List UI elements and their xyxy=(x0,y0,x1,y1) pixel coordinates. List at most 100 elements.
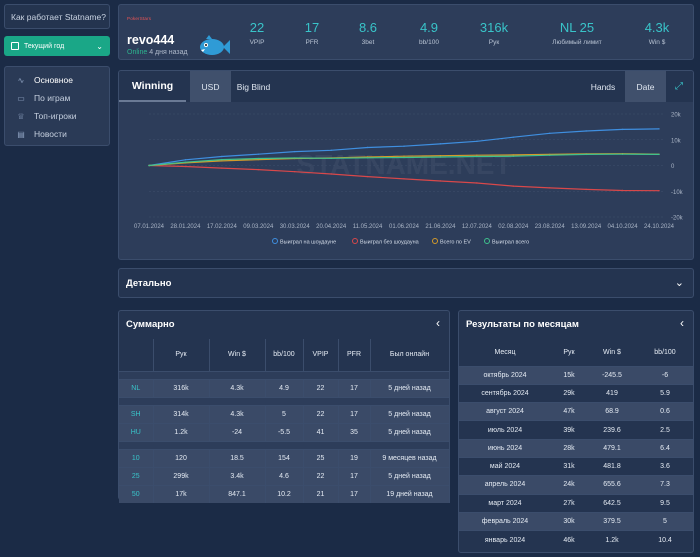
table-row[interactable]: сентябрь 2024 29k 419 5.9 xyxy=(459,383,693,403)
legend-marker xyxy=(432,238,438,244)
last-seen: 4 дня назад xyxy=(149,49,188,56)
monthly-results-table: Месяц Рук Win $ bb/100 октябрь 2024 15k -245.… xyxy=(459,339,693,549)
data-point xyxy=(658,190,660,192)
group-spacer xyxy=(119,440,449,449)
stat-value: 17 xyxy=(304,20,320,35)
x-tick-label: 17.02.2024 xyxy=(207,224,238,230)
data-point xyxy=(439,155,442,157)
column-header: bb/100 xyxy=(637,339,693,366)
period-select[interactable]: Текущий год ⌄ xyxy=(4,36,110,56)
data-point xyxy=(476,140,478,142)
table-row[interactable]: NL 316k 4.3k 4.9 22 17 5 дней назад xyxy=(119,378,450,397)
column-header xyxy=(119,339,154,371)
data-point xyxy=(184,165,187,168)
sidebar-item-main[interactable]: ∿ Основное xyxy=(5,71,109,89)
table-cell: 27k xyxy=(551,493,587,513)
chevron-left-icon[interactable]: ‹ xyxy=(436,316,440,330)
table-cell: апрель 2024 xyxy=(459,475,551,495)
table-cell: 419 xyxy=(587,383,637,403)
y-tick-label: -10k xyxy=(671,190,684,196)
limit-cell: HU xyxy=(119,422,154,441)
table-cell: 35 xyxy=(338,422,371,441)
sidebar-item-news[interactable]: ▤ Новости xyxy=(5,125,109,143)
table-cell: 29k xyxy=(551,383,587,403)
chevron-down-icon[interactable]: ⌄ xyxy=(674,277,684,289)
data-point xyxy=(330,149,332,152)
table-row[interactable]: 50 17k 847.1 10.2 21 17 19 дней назад xyxy=(119,484,450,503)
table-cell: 17 xyxy=(338,378,371,397)
data-point xyxy=(148,164,150,167)
tab-big-blind[interactable]: Big Blind xyxy=(236,81,271,92)
tab-hands[interactable]: Hands xyxy=(590,81,616,92)
chart-tabs: Winning USD Big Blind Hands Date ⤢ xyxy=(119,71,693,102)
group-spacer xyxy=(119,370,449,379)
table-cell: 314k xyxy=(153,404,210,423)
x-tick-label: 24.10.2024 xyxy=(644,224,675,230)
table-row[interactable]: март 2024 27k 642.5 9.5 xyxy=(459,493,693,513)
tab-usd[interactable]: USD xyxy=(190,71,231,102)
tab-date[interactable]: Date xyxy=(625,71,666,102)
group-spacer xyxy=(119,396,449,405)
data-point xyxy=(330,173,332,175)
tab-winning[interactable]: Winning xyxy=(119,71,186,102)
sidebar-item-games[interactable]: ▭ По играм xyxy=(5,89,109,107)
data-point xyxy=(585,188,587,191)
summary-table: Рук Win $ bb/100 VPIP PFR Был онлайн NL 316k 4.… xyxy=(119,339,450,503)
x-tick-label: 12.07.2024 xyxy=(462,224,493,230)
table-row[interactable]: октябрь 2024 15k -245.5 -6 xyxy=(459,365,693,385)
table-cell: -245.5 xyxy=(587,365,637,385)
y-tick-label: 20k xyxy=(671,113,682,119)
stat-label: Любимый лимит xyxy=(552,39,602,46)
table-row[interactable]: июнь 2024 28k 479.1 6.4 xyxy=(459,438,693,458)
table-row[interactable]: SH 314k 4.3k 5 22 17 5 дней назад xyxy=(119,404,450,423)
table-row[interactable]: апрель 2024 24k 655.6 7.3 xyxy=(459,475,693,495)
table-cell: 847.1 xyxy=(209,484,266,503)
data-point xyxy=(184,159,187,161)
table-row[interactable]: январь 2024 46k 1.2k 10.4 xyxy=(459,530,693,549)
player-nickname: revo444 xyxy=(127,33,175,47)
limit-cell: 50 xyxy=(119,484,154,503)
expand-icon[interactable]: ⤢ xyxy=(675,81,683,92)
table-row[interactable]: февраль 2024 30k 379.5 5 xyxy=(459,511,693,531)
table-cell: 5 xyxy=(265,404,304,423)
data-point xyxy=(330,157,332,159)
data-point xyxy=(184,161,187,163)
detail-section[interactable]: Детально ⌄ xyxy=(118,268,694,298)
data-point xyxy=(257,168,259,171)
table-row[interactable]: 10 120 18.5 154 25 19 9 месяцев назад xyxy=(119,448,450,467)
table-cell: 30k xyxy=(551,511,587,531)
stat-label: Рук xyxy=(488,39,500,46)
table-row[interactable]: HU 1.2k -24 -5.5 41 35 5 дней назад xyxy=(119,422,450,441)
legend-label: Выиграл на шоудауне xyxy=(280,240,336,246)
data-point xyxy=(476,155,478,158)
period-label: Текущий год xyxy=(24,42,65,50)
table-cell: 479.1 xyxy=(587,438,637,458)
stat-label: bb/100 xyxy=(419,39,439,46)
column-header: bb/100 xyxy=(265,339,304,371)
x-tick-label: 11.05.2024 xyxy=(353,224,383,230)
table-cell: 2.5 xyxy=(637,420,693,440)
table-cell: 7.3 xyxy=(637,475,693,495)
data-point xyxy=(512,185,514,187)
table-cell: 5 дней назад xyxy=(370,422,450,441)
stat-label: Win $ xyxy=(648,39,666,46)
how-it-works-link[interactable]: Как работает Statname? xyxy=(4,4,110,29)
x-tick-label: 20.04.2024 xyxy=(316,224,347,230)
table-row[interactable]: 25 299k 3.4k 4.6 22 17 5 дней назад xyxy=(119,466,450,485)
stat-label: 3bet xyxy=(361,39,375,46)
data-point xyxy=(549,187,551,189)
legend-marker xyxy=(272,238,278,244)
sidebar-item-top-players[interactable]: ♕ Топ-игроки xyxy=(5,107,109,125)
table-row[interactable]: август 2024 47k 68.9 0.6 xyxy=(459,402,693,421)
table-cell: май 2024 xyxy=(459,456,551,476)
table-row[interactable]: май 2024 31k 481.8 3.6 xyxy=(459,456,693,476)
stat-pfr: 17 PFR xyxy=(294,20,330,46)
table-cell: 15k xyxy=(551,365,587,385)
chevron-left-icon[interactable]: ‹ xyxy=(680,316,684,330)
table-row[interactable]: июль 2024 39k 239.6 2.5 xyxy=(459,420,693,440)
data-point xyxy=(366,146,369,149)
table-cell: -24 xyxy=(209,422,266,441)
x-tick-label: 07.01.2024 xyxy=(134,224,165,230)
column-header: Был онлайн xyxy=(370,339,450,371)
table-cell: март 2024 xyxy=(459,493,551,513)
